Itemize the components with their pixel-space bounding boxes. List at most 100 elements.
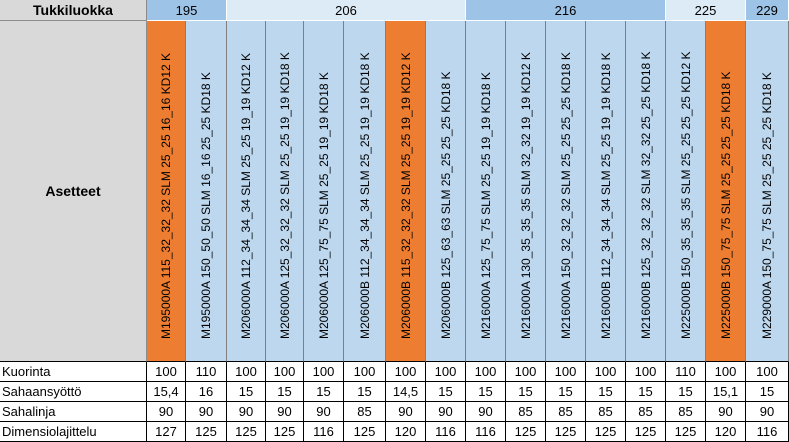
value-cell[interactable]: 125 xyxy=(666,422,706,442)
asetteet-header[interactable]: Asetteet xyxy=(0,21,147,362)
value-cell[interactable]: 90 xyxy=(147,402,186,422)
value-cell[interactable]: 125 xyxy=(546,422,586,442)
setting-cell[interactable]: M216000A 150_32_32_32 SLM 25_25 25_25 KD… xyxy=(546,21,586,362)
asetteet-label: Asetteet xyxy=(45,183,101,199)
value-cell[interactable]: 100 xyxy=(304,362,344,382)
value-cell[interactable]: 100 xyxy=(426,362,466,382)
tukkiluokka-label: Tukkiluokka xyxy=(33,2,113,18)
value-cell[interactable]: 90 xyxy=(466,402,506,422)
value-cell[interactable]: 15,1 xyxy=(706,382,746,402)
value-cell[interactable]: 90 xyxy=(266,402,304,422)
setting-cell[interactable]: M206000B 112_34_34_34 SLM 25_25 19_19 KD… xyxy=(344,21,386,362)
class-cell-216[interactable]: 216 xyxy=(466,0,666,21)
value-cell[interactable]: 15 xyxy=(466,382,506,402)
value-cell[interactable]: 90 xyxy=(227,402,266,422)
value-cell[interactable]: 15 xyxy=(344,382,386,402)
value-cell[interactable]: 85 xyxy=(626,402,666,422)
class-cell-225[interactable]: 225 xyxy=(666,0,746,21)
value-cell[interactable]: 125 xyxy=(626,422,666,442)
value-cell[interactable]: 125 xyxy=(266,422,304,442)
value-cell[interactable]: 100 xyxy=(546,362,586,382)
row-label[interactable]: Sahalinja xyxy=(0,402,147,422)
value-cell[interactable]: 14,5 xyxy=(386,382,426,402)
setting-cell[interactable]: M216000B 112_34_34_34 SLM 25_25 19_19 KD… xyxy=(586,21,626,362)
value-cell[interactable]: 15 xyxy=(586,382,626,402)
setting-cell[interactable]: M206000A 112_34_34_34 SLM 25_25 19_19 KD… xyxy=(227,21,266,362)
value-cell[interactable]: 15 xyxy=(746,382,789,402)
class-cell-229[interactable]: 229 xyxy=(746,0,789,21)
value-cell[interactable]: 100 xyxy=(147,362,186,382)
value-cell[interactable]: 90 xyxy=(746,402,789,422)
value-cell[interactable]: 15 xyxy=(626,382,666,402)
value-cell[interactable]: 100 xyxy=(626,362,666,382)
value-cell[interactable]: 127 xyxy=(147,422,186,442)
setting-label: M206000B 125_63_63 SLM 25_25 25_25 KD18 … xyxy=(438,71,453,339)
value-cell[interactable]: 85 xyxy=(344,402,386,422)
setting-label: M216000A 150_32_32_32 SLM 25_25 25_25 KD… xyxy=(558,52,573,339)
value-cell[interactable]: 15 xyxy=(304,382,344,402)
setting-cell[interactable]: M216000A 130_35_35_35 SLM 32_32 19_19 KD… xyxy=(506,21,546,362)
value-cell[interactable]: 15 xyxy=(506,382,546,402)
value-cell[interactable]: 100 xyxy=(746,362,789,382)
value-cell[interactable]: 116 xyxy=(304,422,344,442)
value-cell[interactable]: 110 xyxy=(666,362,706,382)
row-label[interactable]: Sahaansyöttö xyxy=(0,382,147,402)
setting-label: M195000A 150_50_50 SLM 16_16 25_25 KD18 … xyxy=(199,72,213,339)
value-cell[interactable]: 110 xyxy=(186,362,227,382)
value-cell[interactable]: 125 xyxy=(186,422,227,442)
value-cell[interactable]: 90 xyxy=(304,402,344,422)
value-cell[interactable]: 125 xyxy=(227,422,266,442)
value-cell[interactable]: 90 xyxy=(706,402,746,422)
value-cell[interactable]: 116 xyxy=(466,422,506,442)
setting-cell[interactable]: M206000A 125_32_32_32 SLM 25_25 19_19 KD… xyxy=(266,21,304,362)
setting-label: M216000A 130_35_35_35 SLM 32_32 19_19 KD… xyxy=(518,52,533,339)
setting-cell[interactable]: M225000B 150_75_75 SLM 25_25 25_25 KD18 … xyxy=(706,21,746,362)
class-cell-195[interactable]: 195 xyxy=(147,0,227,21)
value-cell[interactable]: 16 xyxy=(186,382,227,402)
setting-cell[interactable]: M216000B 125_32_32_32 SLM 32_32 25_25 KD… xyxy=(626,21,666,362)
value-cell[interactable]: 100 xyxy=(466,362,506,382)
setting-label: M225000B 150_35_35_35 SLM 25_25 25_25 KD… xyxy=(678,51,693,339)
value-cell[interactable]: 90 xyxy=(386,402,426,422)
value-cell[interactable]: 15 xyxy=(426,382,466,402)
value-cell[interactable]: 125 xyxy=(586,422,626,442)
setting-cell[interactable]: M206000A 125_75_75 SLM 25_25 19_19 KD18 … xyxy=(304,21,344,362)
setting-cell[interactable]: M229000A 150_75_75 SLM 25_25 25_25 KD18 … xyxy=(746,21,789,362)
setting-cell[interactable]: M206000B 125_63_63 SLM 25_25 25_25 KD18 … xyxy=(426,21,466,362)
row-label[interactable]: Dimensiolajittelu xyxy=(0,422,147,442)
setting-label: M216000A 125_75_75 SLM 25_25 19_19 KD18 … xyxy=(478,72,493,339)
value-cell[interactable]: 120 xyxy=(706,422,746,442)
value-cell[interactable]: 100 xyxy=(344,362,386,382)
value-cell[interactable]: 15 xyxy=(227,382,266,402)
value-cell[interactable]: 116 xyxy=(426,422,466,442)
value-cell[interactable]: 90 xyxy=(186,402,227,422)
value-cell[interactable]: 85 xyxy=(546,402,586,422)
value-cell[interactable]: 116 xyxy=(746,422,789,442)
value-cell[interactable]: 85 xyxy=(506,402,546,422)
value-cell[interactable]: 100 xyxy=(386,362,426,382)
value-cell[interactable]: 100 xyxy=(506,362,546,382)
value-cell[interactable]: 15 xyxy=(666,382,706,402)
value-cell[interactable]: 100 xyxy=(227,362,266,382)
setting-cell[interactable]: M216000A 125_75_75 SLM 25_25 19_19 KD18 … xyxy=(466,21,506,362)
value-cell[interactable]: 15,4 xyxy=(147,382,186,402)
setting-cell[interactable]: M225000B 150_35_35_35 SLM 25_25 25_25 KD… xyxy=(666,21,706,362)
setting-cell[interactable]: M206000B 115_32_32_32 SLM 25_25 19_19 KD… xyxy=(386,21,426,362)
setting-cell[interactable]: M195000A 115_32_32_32 SLM 25_25 16_16 KD… xyxy=(147,21,186,362)
value-cell[interactable]: 15 xyxy=(546,382,586,402)
class-cell-206[interactable]: 206 xyxy=(227,0,466,21)
value-cell[interactable]: 15 xyxy=(266,382,304,402)
value-cell[interactable]: 100 xyxy=(706,362,746,382)
value-cell[interactable]: 85 xyxy=(666,402,706,422)
value-cell[interactable]: 100 xyxy=(586,362,626,382)
setting-label: M206000A 125_32_32_32 SLM 25_25 19_19 KD… xyxy=(277,52,292,339)
value-cell[interactable]: 125 xyxy=(344,422,386,442)
tukkiluokka-header[interactable]: Tukkiluokka xyxy=(0,0,147,21)
value-cell[interactable]: 100 xyxy=(266,362,304,382)
value-cell[interactable]: 120 xyxy=(386,422,426,442)
value-cell[interactable]: 125 xyxy=(506,422,546,442)
row-label[interactable]: Kuorinta xyxy=(0,362,147,382)
value-cell[interactable]: 90 xyxy=(426,402,466,422)
value-cell[interactable]: 85 xyxy=(586,402,626,422)
setting-cell[interactable]: M195000A 150_50_50 SLM 16_16 25_25 KD18 … xyxy=(186,21,227,362)
